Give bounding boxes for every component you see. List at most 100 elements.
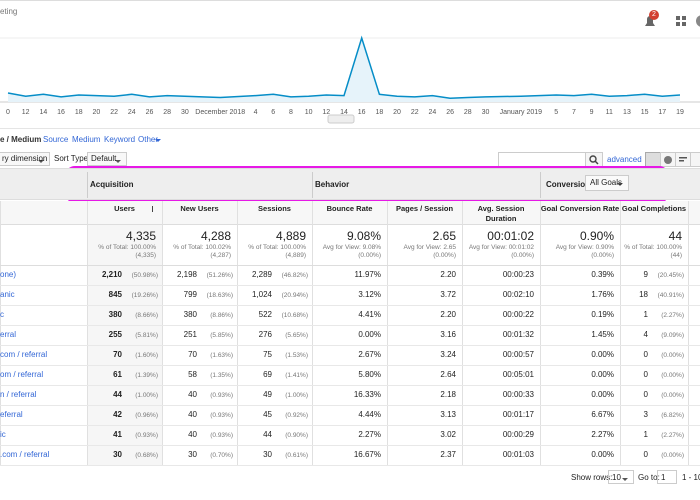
collapse-handle[interactable] (327, 114, 355, 124)
x-tick-label: 6 (271, 109, 275, 116)
cell-value: 2.20 (440, 310, 456, 319)
header-icons (645, 15, 700, 27)
top-border (0, 0, 700, 1)
secondary-dimension-dropdown[interactable] (0, 152, 50, 166)
row-label[interactable]: com / referral (0, 350, 48, 359)
x-tick-label: 17 (658, 109, 666, 116)
cell-value: 5.80% (358, 370, 381, 379)
column-divider (87, 201, 88, 465)
page-range: 1 - 10 o (682, 473, 700, 482)
column-divider (162, 201, 163, 465)
cell-value: 2,198 (176, 270, 197, 279)
cell-percent: (5.85%) (210, 332, 233, 339)
cell-value: 3.24 (440, 350, 456, 359)
goto-label: Go to: (638, 473, 660, 482)
rows-dropdown[interactable] (608, 470, 634, 484)
cell-percent: (1.00%) (285, 392, 308, 399)
x-tick-label: 18 (75, 109, 83, 116)
cell-value: 00:01:32 (502, 330, 534, 339)
cell-percent: (0.61%) (285, 452, 308, 459)
cell-value: 1.76% (591, 290, 614, 299)
column-divider (0, 201, 1, 465)
cell-percent: (20.45%) (657, 272, 684, 279)
x-tick-label: 13 (623, 109, 631, 116)
cell-percent: (0.93%) (210, 432, 233, 439)
row-label[interactable]: eferral (0, 410, 23, 419)
row-label[interactable]: one) (0, 270, 17, 279)
cell-value: 75 (263, 350, 272, 359)
total-detail: Avg for View: 2.65 (403, 244, 456, 251)
column-divider (312, 201, 313, 465)
total-detail: Avg for View: 00:01:02 (468, 244, 534, 251)
row-label[interactable]: .com / referral (0, 450, 50, 459)
avatar[interactable] (696, 15, 700, 27)
total-detail: (0.00%) (433, 252, 456, 259)
tab-link[interactable]: Other (138, 135, 159, 144)
group-divider (540, 172, 541, 198)
total-value: 4,335 (125, 229, 156, 243)
row-label[interactable]: n / referral (0, 390, 37, 399)
cell-value: 251 (183, 330, 197, 339)
table-view[interactable] (645, 152, 661, 167)
tab-link[interactable]: Medium (72, 135, 101, 144)
cell-value: 3.72 (440, 290, 456, 299)
x-tick-label: 20 (93, 109, 101, 116)
cell-value: 41 (113, 430, 122, 439)
x-tick-label: 20 (393, 109, 401, 116)
x-tick-label: 28 (464, 109, 472, 116)
sort-type-dropdown[interactable] (87, 152, 127, 166)
advanced-link[interactable]: advanced (607, 155, 642, 164)
row-label[interactable]: anic (0, 290, 15, 299)
apps-icon[interactable] (676, 16, 686, 26)
cell-percent: (20.94%) (281, 292, 308, 299)
sort-arrow (152, 206, 153, 212)
compare-view[interactable] (690, 152, 700, 167)
cell-value: 3.02 (440, 430, 456, 439)
cell-value: 69 (263, 370, 272, 379)
notification-count: 2 (652, 11, 656, 18)
column-divider (540, 201, 541, 465)
cell-value: 380 (108, 310, 122, 319)
cell-percent: (8.86%) (210, 312, 233, 319)
bar-view[interactable] (675, 152, 691, 167)
column-divider (462, 201, 463, 465)
cell-value: 2.67% (358, 350, 381, 359)
cell-value: 18 (639, 290, 648, 299)
goto-box[interactable] (657, 470, 677, 484)
search-button[interactable] (585, 152, 603, 167)
group-label: Behavior (315, 180, 350, 189)
tab-link[interactable]: Source (43, 135, 69, 144)
group-label: Conversions (546, 180, 595, 189)
cell-value: 0 (643, 390, 648, 399)
row-label[interactable]: c (0, 310, 4, 319)
cell-percent: (1.63%) (210, 352, 233, 359)
x-tick-label: 5 (554, 109, 558, 116)
cell-value: 3.16 (440, 330, 456, 339)
search-box[interactable] (498, 152, 586, 167)
cell-percent: (1.41%) (285, 372, 308, 379)
goal-dropdown[interactable] (585, 175, 629, 191)
row-label[interactable]: erral (0, 330, 17, 339)
cell-value: 16.33% (353, 390, 381, 399)
row-label[interactable]: ic (0, 430, 6, 439)
cell-value: 44 (263, 430, 272, 439)
x-tick-label: 26 (446, 109, 454, 116)
cell-value: 00:00:57 (502, 350, 534, 359)
x-tick-label: 30 (181, 109, 189, 116)
row-label[interactable]: om / referral (0, 370, 44, 379)
cell-percent: (1.60%) (135, 352, 158, 359)
x-tick-label: 15 (641, 109, 649, 116)
row-border (0, 385, 700, 386)
cell-value: 2.64 (440, 370, 456, 379)
column-header: Sessions (258, 204, 291, 213)
tab-link[interactable]: Keyword (104, 135, 136, 144)
column-header: Avg. Session Duration (477, 204, 525, 223)
total-detail: (0.00%) (591, 252, 614, 259)
cell-value: 2,210 (101, 270, 122, 279)
cell-percent: (18.63%) (206, 292, 233, 299)
cell-percent: (0.90%) (285, 432, 308, 439)
cell-percent: (0.00%) (661, 352, 684, 359)
cell-value: 1.45% (591, 330, 614, 339)
cell-value: 799 (183, 290, 197, 299)
